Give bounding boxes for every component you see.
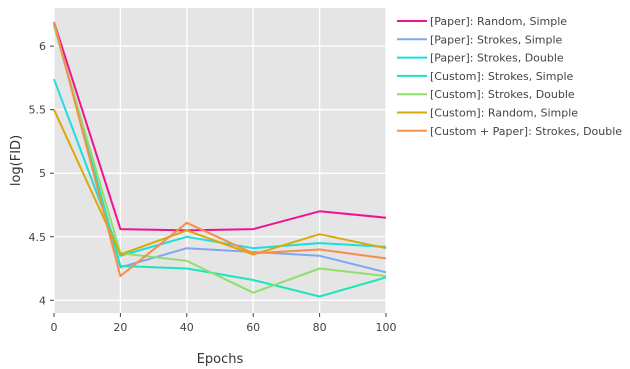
x-axis-ticks: 0 20 40 60 80 100	[51, 313, 397, 334]
legend-label: [Paper]: Strokes, Double	[430, 52, 564, 65]
y-tick-label: 4	[39, 294, 46, 307]
series-line-5	[53, 25, 387, 294]
x-tick-label: 80	[313, 321, 327, 334]
grid-lines	[53, 8, 387, 313]
legend-label: [Custom]: Random, Simple	[430, 107, 578, 120]
x-tick-label: 100	[376, 321, 397, 334]
x-tick-label: 60	[246, 321, 260, 334]
y-axis-title: log(FID)	[9, 135, 24, 186]
series-line-1	[53, 21, 387, 232]
legend-label: [Custom]: Strokes, Double	[430, 88, 575, 101]
legend: [Paper]: Random, Simple [Paper]: Strokes,…	[397, 15, 622, 138]
x-tick-label: 0	[51, 321, 58, 334]
series-line-4	[53, 24, 387, 298]
legend-label: [Custom]: Strokes, Simple	[430, 70, 573, 83]
plot-area	[54, 8, 386, 313]
y-tick-label: 4.5	[29, 231, 47, 244]
legend-label: [Paper]: Strokes, Simple	[430, 33, 563, 46]
y-tick-label: 5.5	[29, 104, 47, 117]
series-line-7	[53, 21, 387, 278]
series-lines	[53, 21, 387, 298]
y-tick-label: 6	[39, 40, 46, 53]
legend-label: [Custom + Paper]: Strokes, Double	[430, 125, 622, 138]
y-tick-label: 5	[39, 167, 46, 180]
x-tick-label: 40	[180, 321, 194, 334]
x-axis-title: Epochs	[197, 352, 244, 367]
y-axis-ticks: 4 4.5 5 5.5 6	[29, 40, 54, 307]
legend-label: [Paper]: Random, Simple	[430, 15, 567, 28]
x-tick-label: 20	[113, 321, 127, 334]
